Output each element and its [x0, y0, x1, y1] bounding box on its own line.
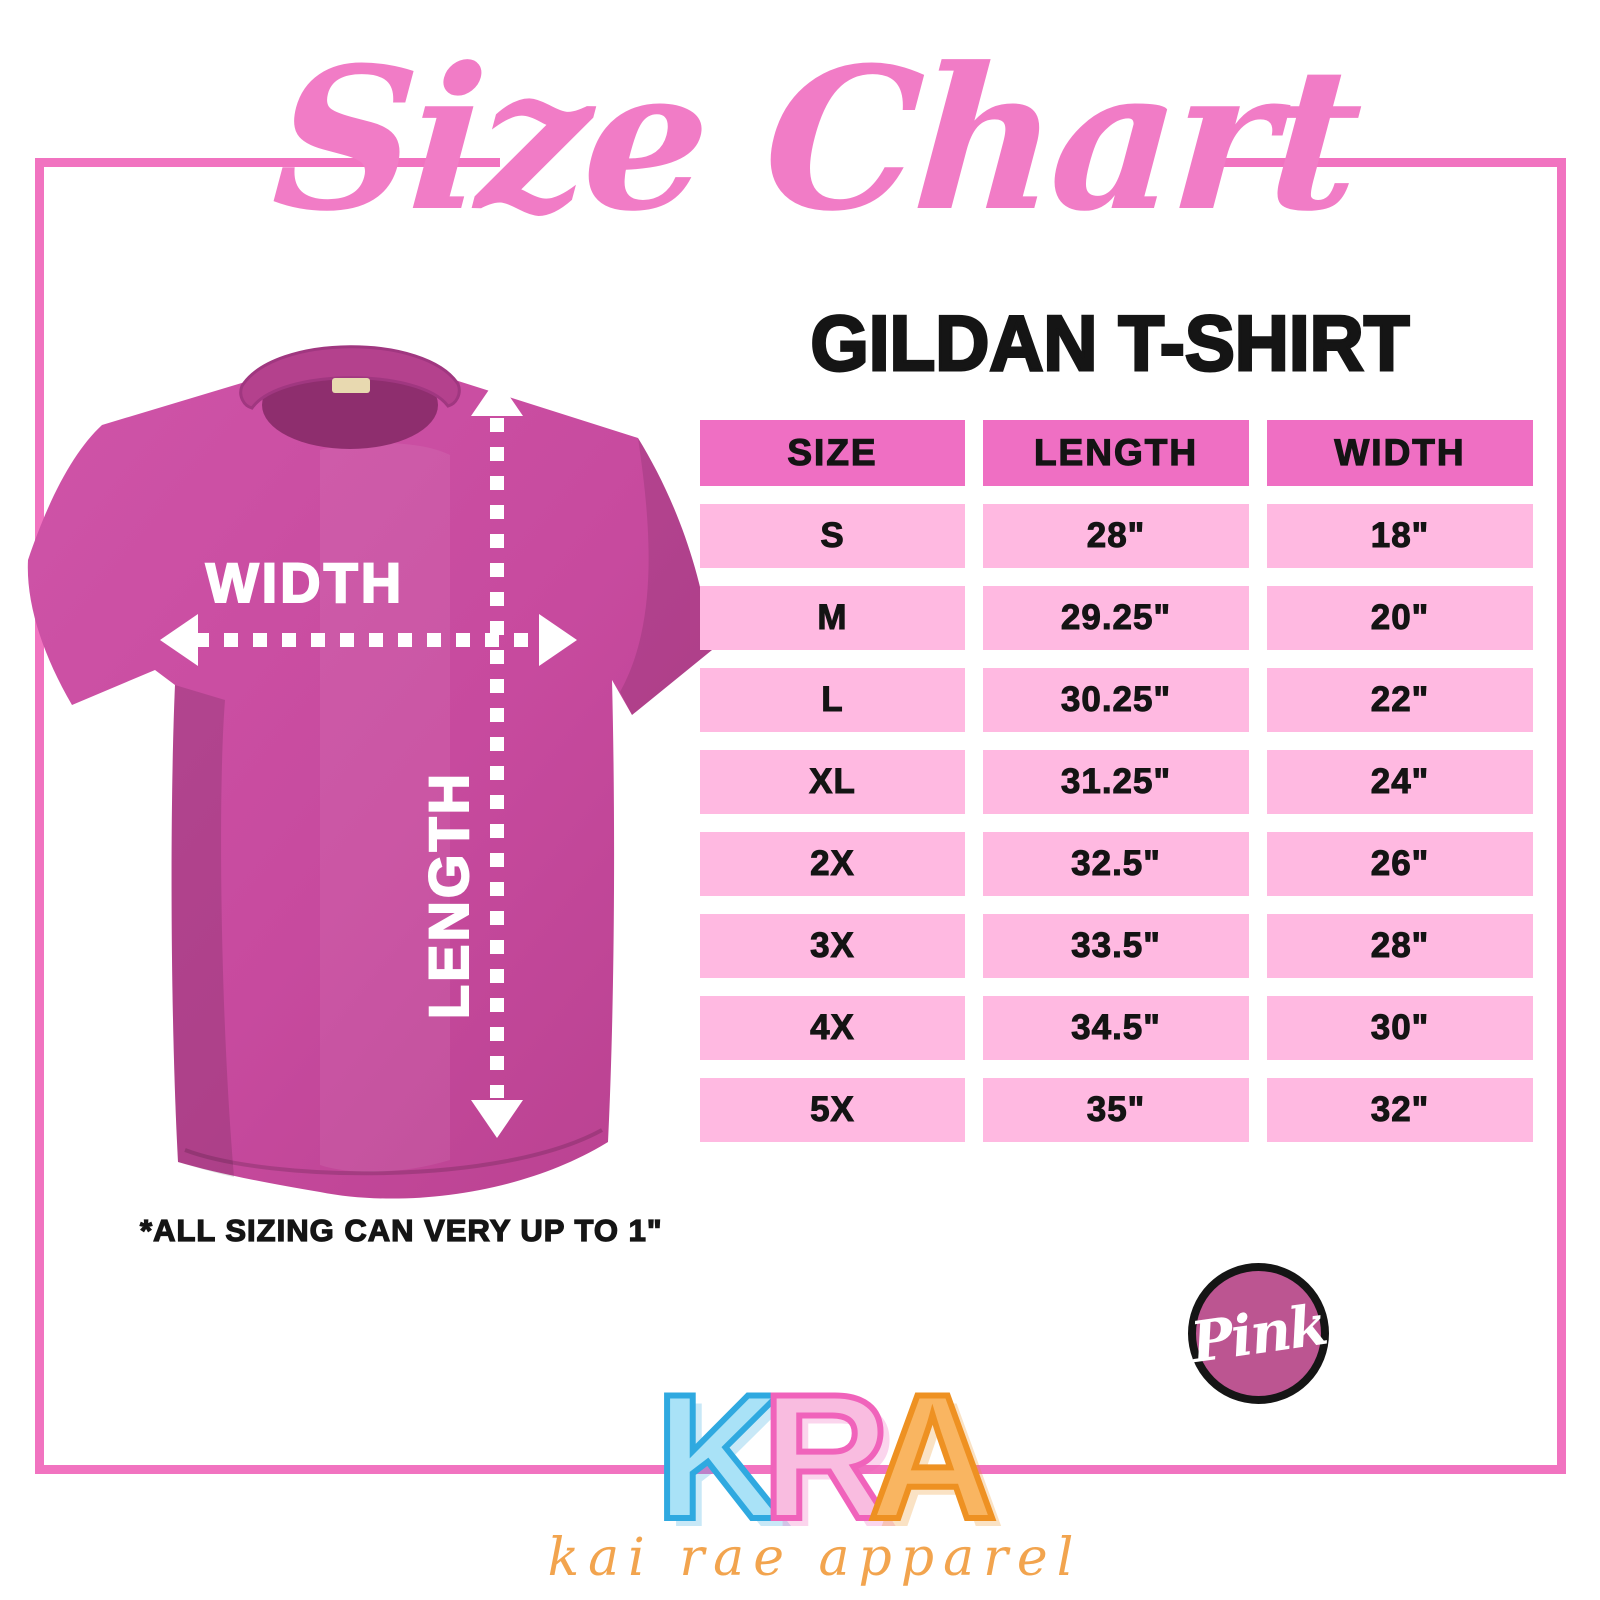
- sizing-note: *ALL SIZING CAN VERY UP TO 1": [139, 1212, 663, 1248]
- table-cell: 34.5": [983, 996, 1249, 1060]
- table-header-cell: SIZE: [700, 420, 965, 486]
- tshirt-shadow-left: [171, 685, 234, 1177]
- table-header-cell: WIDTH: [1267, 420, 1533, 486]
- table-cell: 35": [983, 1078, 1249, 1142]
- table-cell: 18": [1267, 504, 1533, 568]
- table-cell: 28": [1267, 914, 1533, 978]
- table-cell: 26": [1267, 832, 1533, 896]
- logo-letter: A: [865, 1357, 999, 1556]
- table-cell: XL: [700, 750, 965, 814]
- tshirt-image: WIDTH LENGTH: [27, 345, 712, 1199]
- logo-letter: R: [759, 1357, 893, 1556]
- table-cell: 5X: [700, 1078, 965, 1142]
- hem-stitch: [184, 1128, 603, 1176]
- table-cell: 28": [983, 504, 1249, 568]
- tshirt-highlight: [320, 443, 450, 1172]
- color-badge: Pink: [1187, 1263, 1330, 1404]
- table-cell: 24": [1267, 750, 1533, 814]
- table-cell: 3X: [700, 914, 965, 978]
- table-header-cell: LENGTH: [983, 420, 1249, 486]
- table-cell: 20": [1267, 586, 1533, 650]
- brand-tagline: kai rae apparel: [547, 1528, 1083, 1588]
- collar-tag: [332, 378, 370, 393]
- table-cell: L: [700, 668, 965, 732]
- table-cell: 4X: [700, 996, 965, 1060]
- frame-border-top-left-segment: [35, 158, 500, 167]
- color-badge-label: Pink: [1187, 1291, 1330, 1376]
- table-cell: 2X: [700, 832, 965, 896]
- frame-border-right: [1557, 158, 1566, 1474]
- length-arrow: [471, 378, 523, 1138]
- table-cell: M: [700, 586, 965, 650]
- table-cell: 30": [1267, 996, 1533, 1060]
- table-cell: 29.25": [983, 586, 1249, 650]
- frame-border-left: [35, 158, 44, 1474]
- frame-border-top-right-segment: [1212, 158, 1566, 167]
- length-label: LENGTH: [417, 771, 480, 1019]
- table-cell: 32.5": [983, 832, 1249, 896]
- table-cell: 33.5": [983, 914, 1249, 978]
- table-cell: 30.25": [983, 668, 1249, 732]
- tshirt-shadow-right-sleeve: [620, 438, 712, 715]
- tshirt-body: [27, 353, 712, 1199]
- logo-letter: K: [652, 1357, 786, 1556]
- table-cell: 22": [1267, 668, 1533, 732]
- table-cell: 32": [1267, 1078, 1533, 1142]
- size-table: SIZE LENGTH WIDTH S 28" 18" M 29.25" 20" L 30.25" 2…: [700, 420, 1533, 1142]
- brand-logo: KRA: [410, 1357, 1220, 1556]
- page-title: Size Chart: [267, 25, 1363, 255]
- table-cell: 31.25": [983, 750, 1249, 814]
- product-subtitle: GILDAN T-SHIRT: [809, 298, 1411, 389]
- table-cell: S: [700, 504, 965, 568]
- width-label: WIDTH: [206, 551, 405, 614]
- width-arrow: [160, 614, 577, 666]
- frame-border-bottom: [35, 1465, 1566, 1474]
- collar-band: [239, 345, 461, 410]
